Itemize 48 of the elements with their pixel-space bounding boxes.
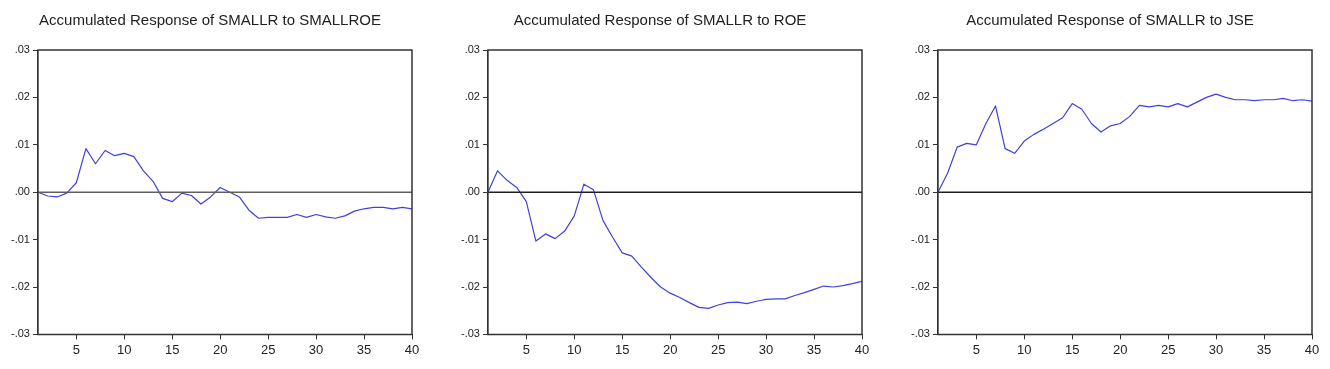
y-tick-label: -.02: [460, 280, 480, 293]
chart-title: Accumulated Response of SMALLR to JSE: [966, 11, 1254, 29]
x-tick-label: 5: [72, 341, 80, 357]
y-tick-label: .00: [464, 185, 480, 198]
x-tick-label: 30: [1208, 341, 1224, 357]
x-tick-label: 10: [567, 341, 582, 357]
chart-title: Accumulated Response of SMALLR to ROE: [513, 11, 807, 29]
x-tick-label: 25: [260, 341, 276, 357]
y-tick-label: -.01: [910, 232, 930, 245]
x-tick-label: 30: [758, 341, 774, 357]
y-tick-label: .01: [14, 137, 30, 150]
x-tick-label: 30: [308, 341, 324, 357]
y-tick-label: -.02: [10, 280, 30, 293]
x-tick-label: 5: [522, 341, 530, 357]
x-tick-label: 10: [117, 341, 132, 357]
x-tick-label: 40: [404, 341, 420, 357]
x-tick-label: 20: [662, 341, 678, 357]
x-tick-label: 20: [212, 341, 228, 357]
x-tick-label: 35: [1256, 341, 1272, 357]
x-tick-label: 25: [710, 341, 726, 357]
y-tick-label: -.02: [910, 280, 930, 293]
chart-title: Accumulated Response of SMALLR to SMALLROE: [39, 11, 381, 29]
x-tick-label: 25: [1160, 341, 1176, 357]
y-tick-label: .03: [464, 43, 480, 56]
x-tick-label: 35: [356, 341, 372, 357]
x-tick-label: 20: [1112, 341, 1128, 357]
x-tick-label: 15: [614, 341, 630, 357]
x-tick-label: 5: [972, 341, 980, 357]
x-tick-label: 15: [1064, 341, 1080, 357]
y-tick-label: .02: [14, 90, 30, 103]
x-tick-label: 40: [854, 341, 870, 357]
y-tick-label: -.03: [10, 327, 30, 340]
y-tick-label: .03: [914, 43, 930, 56]
y-tick-label: .02: [464, 90, 480, 103]
y-tick-label: -.03: [460, 327, 480, 340]
y-tick-label: .00: [14, 185, 30, 198]
y-tick-label: .00: [914, 185, 930, 198]
y-tick-label: .02: [914, 90, 930, 103]
y-tick-label: .01: [914, 137, 930, 150]
x-tick-label: 15: [164, 341, 180, 357]
x-tick-label: 40: [1304, 341, 1320, 357]
y-tick-label: .01: [464, 137, 480, 150]
y-tick-label: -.01: [460, 232, 480, 245]
y-tick-label: -.01: [10, 232, 30, 245]
x-tick-label: 10: [1017, 341, 1032, 357]
x-tick-label: 35: [806, 341, 822, 357]
y-tick-label: -.03: [910, 327, 930, 340]
y-tick-label: .03: [14, 43, 30, 56]
